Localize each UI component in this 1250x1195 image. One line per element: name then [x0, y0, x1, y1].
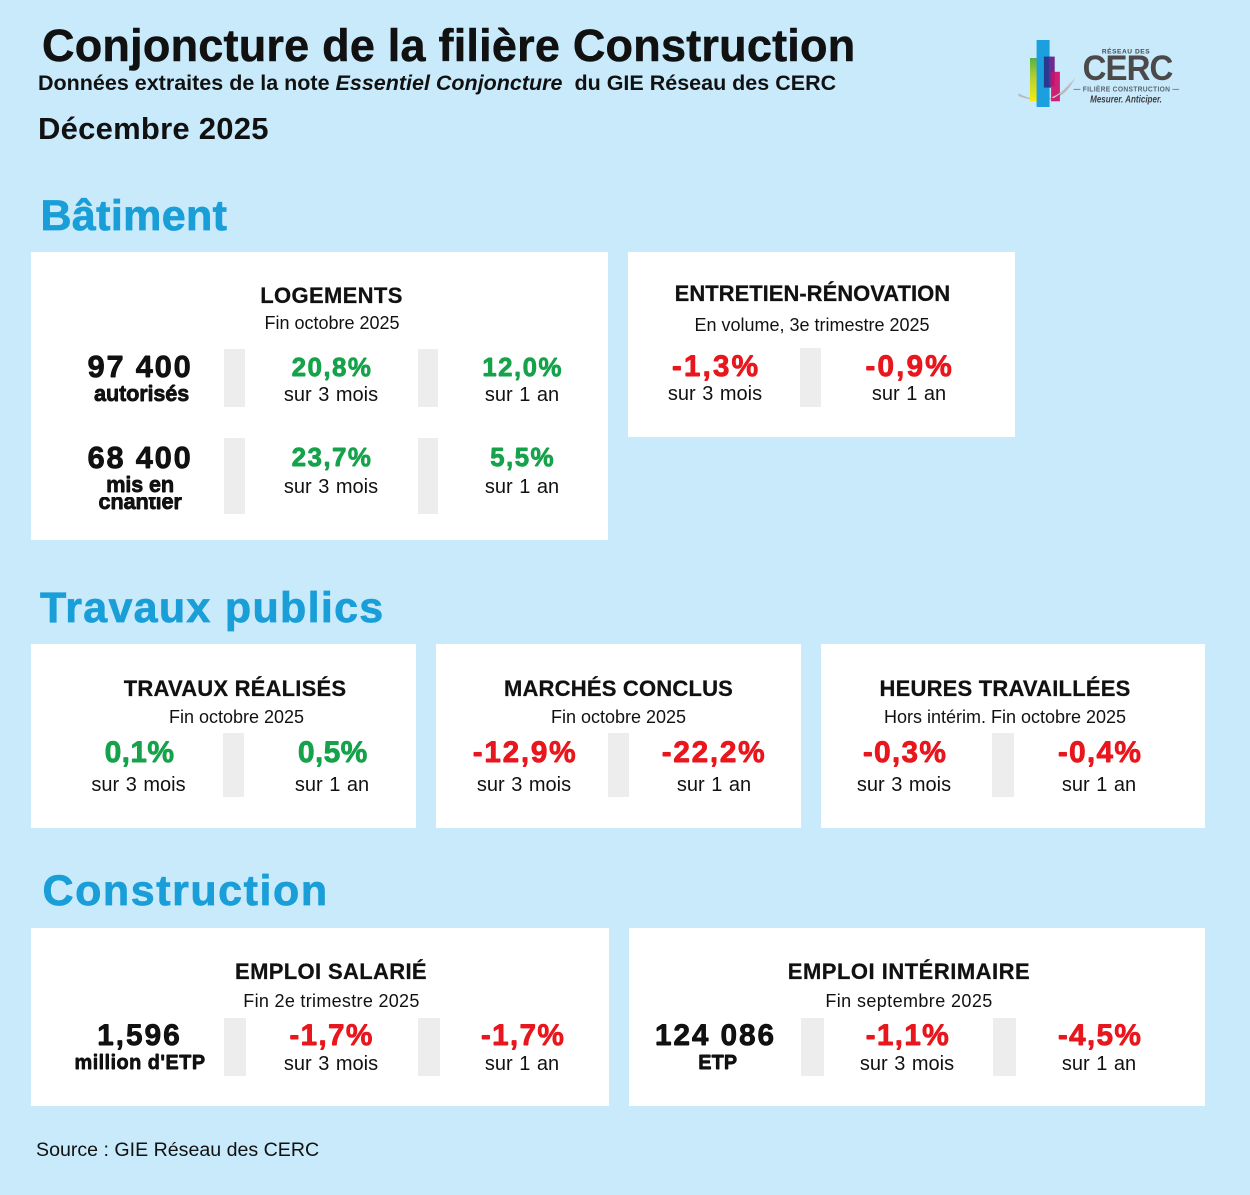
- svg-text:— FILIÈRE CONSTRUCTION —: — FILIÈRE CONSTRUCTION —: [1074, 84, 1180, 93]
- svg-text:RÉSEAU DES: RÉSEAU DES: [1102, 47, 1150, 56]
- svg-text:CERC: CERC: [1083, 49, 1173, 88]
- svg-text:Mesurer. Anticiper.: Mesurer. Anticiper.: [1090, 94, 1162, 105]
